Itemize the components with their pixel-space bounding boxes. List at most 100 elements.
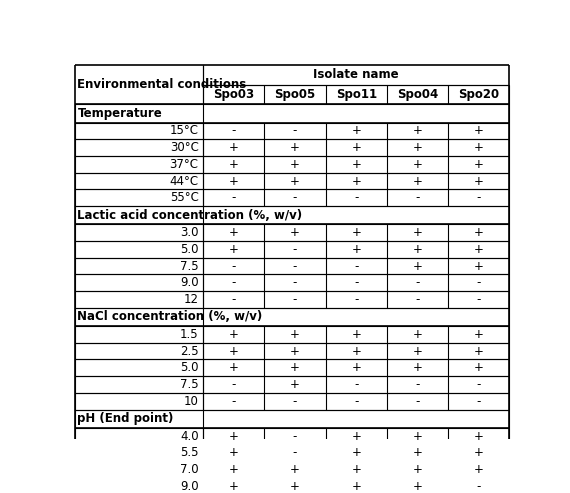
Text: -: -: [477, 191, 481, 204]
Text: +: +: [413, 429, 422, 443]
Text: -: -: [477, 293, 481, 306]
Text: +: +: [474, 463, 484, 476]
Text: +: +: [413, 328, 422, 341]
Text: +: +: [290, 345, 300, 357]
Text: 15°C: 15°C: [170, 124, 198, 138]
Text: -: -: [231, 259, 236, 273]
Text: 10: 10: [184, 395, 198, 408]
Text: +: +: [229, 141, 239, 154]
Text: -: -: [354, 293, 359, 306]
Text: +: +: [351, 429, 361, 443]
Text: 5.0: 5.0: [180, 361, 198, 374]
Text: +: +: [351, 345, 361, 357]
Text: -: -: [477, 276, 481, 289]
Text: 5.5: 5.5: [180, 446, 198, 459]
Text: 5.0: 5.0: [180, 243, 198, 256]
Text: -: -: [416, 191, 420, 204]
Text: Environmental conditions: Environmental conditions: [78, 78, 247, 91]
Text: Spo04: Spo04: [397, 88, 438, 101]
Text: +: +: [474, 345, 484, 357]
Text: +: +: [474, 361, 484, 374]
Text: +: +: [413, 141, 422, 154]
Text: +: +: [413, 226, 422, 239]
Text: +: +: [290, 158, 300, 171]
Text: +: +: [351, 361, 361, 374]
Text: +: +: [351, 446, 361, 459]
Text: +: +: [413, 345, 422, 357]
Text: +: +: [351, 328, 361, 341]
Text: -: -: [416, 293, 420, 306]
Text: Spo11: Spo11: [336, 88, 377, 101]
Text: -: -: [293, 276, 297, 289]
Text: +: +: [351, 158, 361, 171]
Text: -: -: [354, 395, 359, 408]
Text: 30°C: 30°C: [170, 141, 198, 154]
Text: +: +: [413, 243, 422, 256]
Text: 4.0: 4.0: [180, 429, 198, 443]
Text: 12: 12: [184, 293, 198, 306]
Text: +: +: [474, 446, 484, 459]
Text: +: +: [229, 175, 239, 187]
Text: -: -: [477, 480, 481, 493]
Text: -: -: [477, 378, 481, 391]
Text: -: -: [293, 259, 297, 273]
Text: +: +: [229, 429, 239, 443]
Text: +: +: [351, 243, 361, 256]
Text: +: +: [290, 361, 300, 374]
Text: +: +: [229, 243, 239, 256]
Text: Spo03: Spo03: [213, 88, 254, 101]
Text: +: +: [413, 124, 422, 138]
Text: 44°C: 44°C: [169, 175, 198, 187]
Text: Temperature: Temperature: [78, 107, 162, 120]
Text: +: +: [413, 259, 422, 273]
Text: +: +: [229, 345, 239, 357]
Text: +: +: [229, 480, 239, 493]
Text: +: +: [351, 141, 361, 154]
Text: +: +: [229, 463, 239, 476]
Text: +: +: [229, 158, 239, 171]
Text: +: +: [413, 446, 422, 459]
Text: +: +: [474, 141, 484, 154]
Text: -: -: [416, 395, 420, 408]
Text: +: +: [229, 446, 239, 459]
Text: +: +: [474, 429, 484, 443]
Text: -: -: [477, 395, 481, 408]
Text: +: +: [229, 328, 239, 341]
Text: -: -: [293, 293, 297, 306]
Text: -: -: [293, 124, 297, 138]
Text: Lactic acid concentration (%, w/v): Lactic acid concentration (%, w/v): [78, 209, 303, 222]
Text: Isolate name: Isolate name: [314, 68, 399, 81]
Text: 3.0: 3.0: [180, 226, 198, 239]
Text: -: -: [231, 378, 236, 391]
Text: -: -: [293, 429, 297, 443]
Text: NaCl concentration (%, w/v): NaCl concentration (%, w/v): [78, 311, 263, 323]
Text: -: -: [231, 191, 236, 204]
Text: +: +: [290, 328, 300, 341]
Text: +: +: [290, 141, 300, 154]
Text: -: -: [293, 191, 297, 204]
Text: -: -: [231, 293, 236, 306]
Text: -: -: [293, 395, 297, 408]
Text: +: +: [413, 158, 422, 171]
Text: 55°C: 55°C: [170, 191, 198, 204]
Text: -: -: [354, 259, 359, 273]
Text: +: +: [413, 480, 422, 493]
Text: +: +: [413, 463, 422, 476]
Text: -: -: [354, 276, 359, 289]
Text: 7.0: 7.0: [180, 463, 198, 476]
Text: 9.0: 9.0: [180, 276, 198, 289]
Text: -: -: [416, 378, 420, 391]
Text: +: +: [474, 158, 484, 171]
Text: +: +: [474, 226, 484, 239]
Text: +: +: [290, 175, 300, 187]
Text: Spo05: Spo05: [274, 88, 316, 101]
Text: -: -: [354, 191, 359, 204]
Text: -: -: [354, 378, 359, 391]
Text: 1.5: 1.5: [180, 328, 198, 341]
Text: +: +: [474, 175, 484, 187]
Text: Spo20: Spo20: [458, 88, 499, 101]
Text: 9.0: 9.0: [180, 480, 198, 493]
Text: +: +: [413, 175, 422, 187]
Text: +: +: [351, 175, 361, 187]
Text: -: -: [231, 276, 236, 289]
